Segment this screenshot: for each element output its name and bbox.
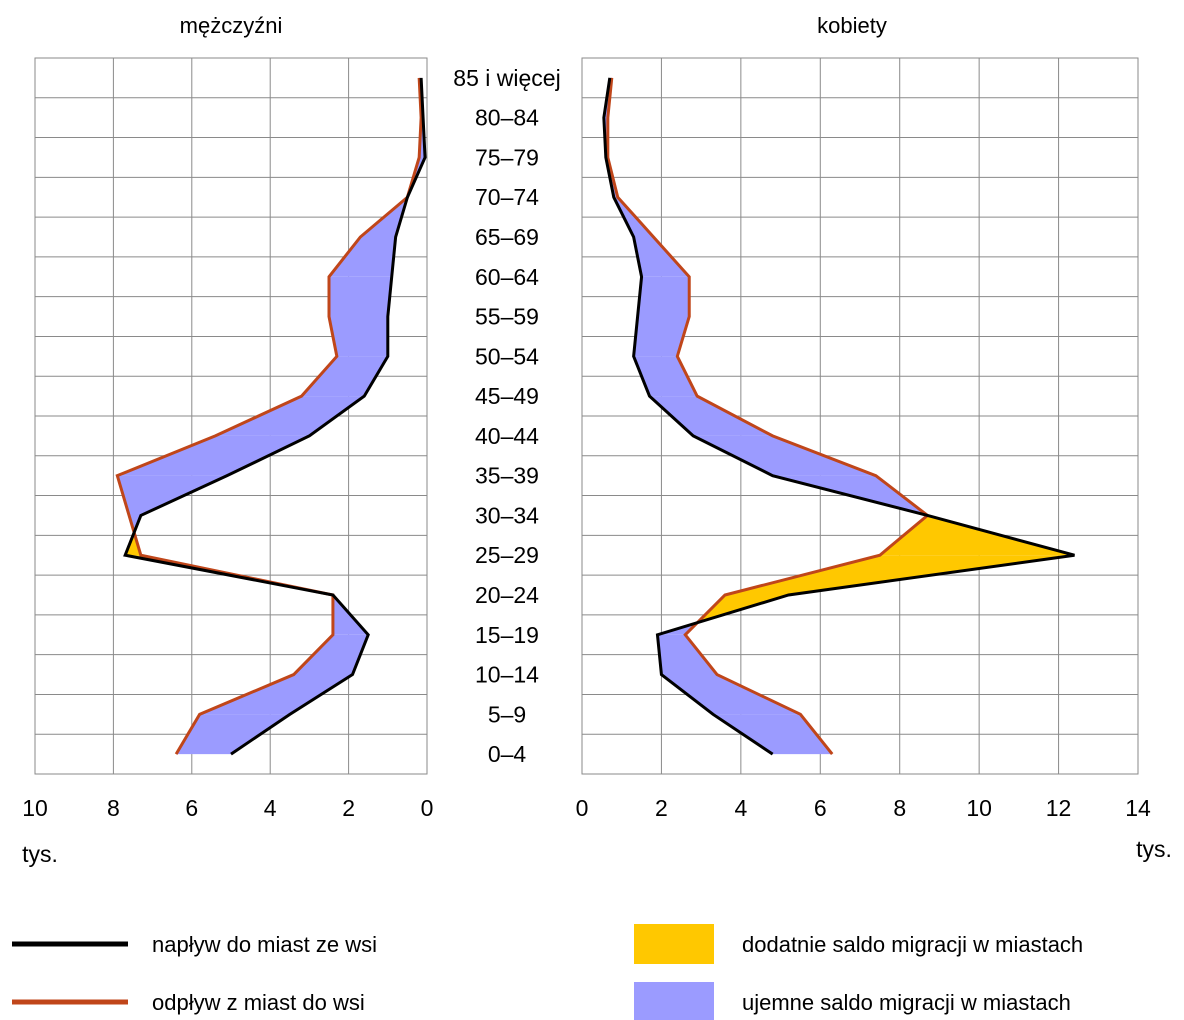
age-group-label: 35–39	[475, 463, 539, 489]
x-tick-label: 14	[1125, 795, 1151, 821]
negative-balance-area	[633, 237, 690, 277]
negative-balance-area	[329, 276, 392, 317]
age-group-label: 10–14	[475, 662, 539, 688]
x-tick-label: 12	[1046, 795, 1072, 821]
age-group-label: 70–74	[475, 184, 539, 210]
negative-balance-area	[301, 356, 388, 397]
age-group-label: 0–4	[488, 741, 527, 767]
age-group-label: 75–79	[475, 144, 539, 170]
age-group-label: 30–34	[475, 502, 539, 528]
age-group-label: 5–9	[488, 701, 526, 727]
age-group-label: 15–19	[475, 622, 539, 648]
negative-balance-area	[176, 714, 290, 755]
negative-balance-area	[215, 396, 365, 436]
negative-balance-area	[637, 276, 690, 317]
panel-men: mężczyźni 10 8 6 4 2 0 tys.	[22, 13, 433, 867]
age-group-label: 80–84	[475, 105, 539, 131]
negative-balance-area	[693, 435, 876, 476]
legend-swatch-area	[634, 924, 714, 964]
x-tick-label: 6	[185, 795, 198, 821]
age-group-label: 65–69	[475, 224, 539, 250]
series-line-odp-yw-z-miast-do-wsi	[606, 77, 930, 756]
age-group-label: 20–24	[475, 582, 539, 608]
unit-label: tys.	[1136, 836, 1172, 862]
age-group-label: 40–44	[475, 423, 539, 449]
negative-balance-area	[293, 634, 369, 675]
x-tick-label: 10	[966, 795, 992, 821]
x-tick-label: 0	[576, 795, 589, 821]
series-line-nap-yw-do-miast-ze-wsi	[123, 77, 427, 756]
age-group-label: 55–59	[475, 304, 539, 330]
series-line-nap-yw-do-miast-ze-wsi	[602, 77, 1075, 756]
x-tick-label: 8	[107, 795, 120, 821]
age-group-label: 85 i więcej	[453, 65, 560, 91]
legend-label: dodatnie saldo migracji w miastach	[742, 932, 1083, 957]
x-tick-label: 4	[264, 795, 277, 821]
x-tick-label: 8	[893, 795, 906, 821]
legend: napływ do miast ze wsi odpływ z miast do …	[12, 924, 1083, 1020]
legend-label: odpływ z miast do wsi	[152, 990, 365, 1015]
panel-women: kobiety 0 2 4 6 8 10 12 14 tys.	[576, 13, 1172, 862]
positive-balance-area	[125, 532, 141, 556]
legend-swatch-area	[634, 982, 714, 1020]
x-tick-label: 10	[22, 795, 48, 821]
x-tick-label: 0	[421, 795, 434, 821]
age-group-label: 60–64	[475, 264, 539, 290]
negative-balance-area	[117, 475, 228, 516]
negative-balance-area	[649, 396, 773, 436]
x-tick-label: 6	[814, 795, 827, 821]
legend-label: ujemne saldo migracji w miastach	[742, 990, 1071, 1015]
positive-balance-area	[724, 555, 1075, 595]
age-group-label: 45–49	[475, 383, 539, 409]
negative-balance-area	[199, 674, 353, 715]
x-tick-label: 2	[655, 795, 668, 821]
age-group-label: 25–29	[475, 542, 539, 568]
age-group-labels: 0–4 5–9 10–14 15–19 20–24 25–29 30–34 35–39 40–4…	[453, 65, 560, 767]
negative-balance-area	[329, 237, 396, 277]
chart-panels: mężczyźni 10 8 6 4 2 0 tys. kobiety 0 2 4 6 8 10 12 14 ty…	[22, 13, 1172, 867]
panel-title: mężczyźni	[180, 13, 283, 38]
negative-balance-area	[661, 674, 801, 715]
negative-balance-area	[657, 634, 718, 675]
negative-balance-area	[713, 714, 833, 755]
plot-frame	[34, 57, 428, 775]
legend-label: napływ do miast ze wsi	[152, 932, 377, 957]
negative-balance-area	[329, 316, 388, 357]
negative-balance-area	[633, 316, 690, 357]
x-tick-label: 4	[734, 795, 747, 821]
unit-label: tys.	[22, 841, 58, 867]
positive-balance-area	[879, 515, 1075, 556]
plot-frame	[581, 57, 1139, 775]
x-tick-label: 2	[342, 795, 355, 821]
negative-balance-area	[117, 435, 310, 476]
age-group-label: 50–54	[475, 343, 539, 369]
panel-title: kobiety	[817, 13, 887, 38]
